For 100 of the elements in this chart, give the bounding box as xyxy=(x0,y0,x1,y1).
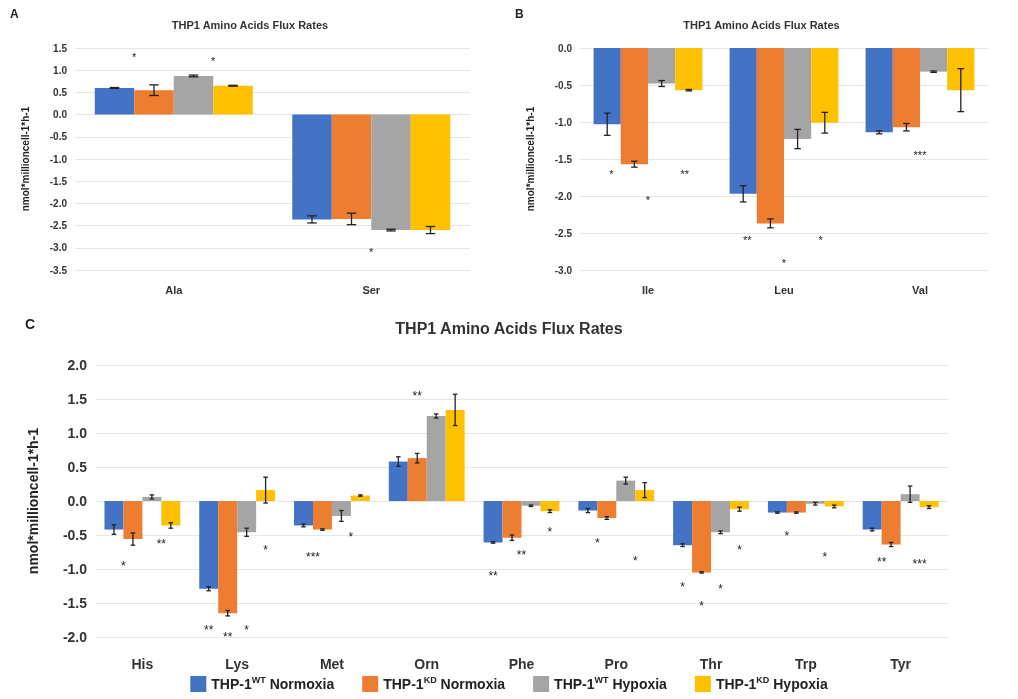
bar xyxy=(862,501,882,530)
y-tick-label: -2.0 xyxy=(554,190,573,202)
x-tick-label: Phe xyxy=(508,656,535,672)
x-tick-label: Pro xyxy=(604,656,628,672)
y-tick-label: 1.0 xyxy=(67,425,88,441)
annotation: * xyxy=(645,193,651,206)
annotation: * xyxy=(244,623,250,638)
y-axis-title: nmol*millioncell-1*h-1 xyxy=(524,106,536,212)
bar xyxy=(312,501,332,530)
y-tick-label: 0.0 xyxy=(67,493,88,509)
annotation: * xyxy=(718,582,724,597)
bar xyxy=(786,501,806,513)
x-tick-label: Thr xyxy=(699,656,723,672)
x-tick-label: Ser xyxy=(362,283,381,296)
bar xyxy=(331,501,351,516)
y-tick-label: 1.5 xyxy=(53,42,68,54)
text: C xyxy=(25,316,36,332)
bar xyxy=(426,416,446,501)
annotation: ** xyxy=(516,548,527,563)
y-tick-label: -1.0 xyxy=(554,116,573,128)
y-tick-label: -1.5 xyxy=(49,175,68,187)
y-tick-label: 0.0 xyxy=(53,109,68,121)
bar xyxy=(521,501,541,506)
bar xyxy=(578,501,598,511)
annotation: * xyxy=(632,553,638,568)
y-tick-label: 2.0 xyxy=(67,357,88,373)
annotation: * xyxy=(680,580,686,595)
annotation: ** xyxy=(156,536,167,551)
annotation: ** xyxy=(223,630,233,644)
bar xyxy=(94,87,135,115)
annotation: ** xyxy=(743,234,753,247)
bar xyxy=(371,114,411,231)
y-tick-label: -2.0 xyxy=(49,197,68,209)
chart-title: THP1 Amino Acids Flux Rates xyxy=(395,319,623,337)
bar xyxy=(919,501,939,508)
chart-title: THP1 Amino Acids Flux Rates xyxy=(683,18,840,31)
annotation: * xyxy=(737,542,743,557)
bar xyxy=(213,85,253,115)
x-tick-label: Met xyxy=(319,656,345,672)
bar xyxy=(692,501,712,573)
bar xyxy=(730,501,749,510)
annotation: * xyxy=(781,256,787,269)
annotation: * xyxy=(609,167,615,180)
annotation: * xyxy=(784,529,790,544)
x-tick-label: Orn xyxy=(414,656,440,672)
annotation: * xyxy=(121,558,127,573)
x-tick-label: Lys xyxy=(225,656,250,672)
y-tick-label: -0.5 xyxy=(62,527,88,543)
bar xyxy=(410,114,451,231)
x-tick-label: Ile xyxy=(641,283,655,296)
annotation: ** xyxy=(680,167,690,180)
annotation: * xyxy=(818,234,824,247)
bar xyxy=(388,461,408,501)
bar xyxy=(711,501,731,533)
annotation: *** xyxy=(912,556,927,571)
bar xyxy=(237,501,257,533)
annotation: * xyxy=(211,55,217,68)
bar xyxy=(616,480,636,501)
annotation: * xyxy=(699,599,705,614)
y-tick-label: -1.0 xyxy=(49,153,68,165)
bar xyxy=(350,495,370,501)
y-tick-label: -3.0 xyxy=(554,264,573,276)
bar xyxy=(331,114,372,219)
annotation: * xyxy=(547,524,553,539)
x-tick-label: Trp xyxy=(794,656,817,672)
bar xyxy=(881,501,901,545)
y-tick-label: -3.5 xyxy=(49,264,68,276)
annotation: * xyxy=(594,536,600,551)
y-tick-label: 1.0 xyxy=(53,64,68,76)
bar xyxy=(635,490,655,501)
text: B xyxy=(515,7,524,21)
x-tick-label: His xyxy=(131,656,154,672)
bar xyxy=(161,501,181,526)
bar xyxy=(502,501,522,538)
chart-title: THP1 Amino Acids Flux Rates xyxy=(171,18,329,31)
annotation: ** xyxy=(488,568,499,583)
bar xyxy=(540,501,560,512)
annotation: *** xyxy=(913,149,928,162)
bar xyxy=(256,490,276,501)
bar xyxy=(123,501,143,540)
annotation: ** xyxy=(204,623,214,638)
annotation: * xyxy=(348,530,354,545)
y-tick-label: -0.5 xyxy=(49,131,68,143)
y-tick-label: -1.5 xyxy=(62,595,88,611)
annotation: ** xyxy=(876,555,887,570)
annotation: ** xyxy=(412,388,423,403)
y-tick-label: 0.5 xyxy=(67,459,88,475)
bar xyxy=(173,75,214,115)
x-tick-label: Ala xyxy=(165,283,184,296)
annotation: * xyxy=(822,550,828,565)
bar xyxy=(673,501,693,546)
x-tick-label: Leu xyxy=(774,283,794,296)
y-tick-label: -0.5 xyxy=(554,79,573,91)
annotation: * xyxy=(369,246,375,259)
bar xyxy=(294,501,313,526)
annotation: * xyxy=(263,542,269,557)
y-tick-label: -2.5 xyxy=(49,220,68,232)
y-tick-label: 0.0 xyxy=(558,42,573,54)
y-tick-label: -2.0 xyxy=(62,629,88,645)
bar xyxy=(483,501,503,543)
